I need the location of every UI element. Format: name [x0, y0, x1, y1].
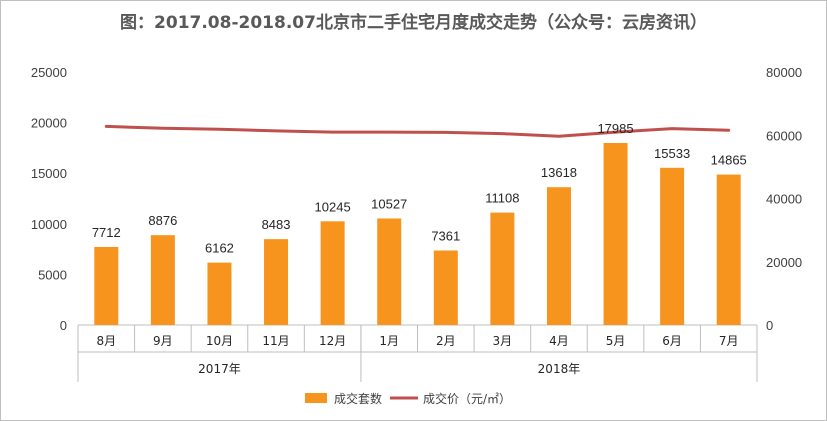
bar-data-label: 11108 [485, 191, 519, 206]
bar-data-label: 15533 [654, 146, 690, 161]
bar-data-label: 10245 [315, 199, 351, 214]
legend-bar-label: 成交套数 [334, 391, 382, 406]
price-line [104, 124, 731, 138]
line-layer [104, 124, 731, 138]
legend-line-label: 成交价（元/㎡） [423, 391, 511, 406]
category-label: 8月 [96, 334, 116, 348]
right-axis-tick-label: 80000 [766, 65, 802, 80]
left-axis-tick-label: 5000 [38, 267, 67, 282]
right-axis-tick-label: 20000 [766, 255, 802, 270]
group-label: 2018年 [538, 362, 581, 376]
bar [320, 221, 345, 325]
bar [264, 239, 289, 325]
group-label: 2017年 [198, 362, 241, 376]
left-axis-tick-label: 25000 [31, 65, 67, 80]
bar [490, 212, 515, 325]
category-label: 11月 [262, 334, 289, 348]
bar-data-label: 7712 [92, 225, 121, 240]
category-label: 3月 [493, 334, 513, 348]
legend: 成交套数 成交价（元/㎡） [305, 391, 511, 406]
labels-layer: 7712 8876 6162 8483 10245 10527 7361 11108 13618… [92, 121, 747, 256]
category-label: 2月 [436, 334, 456, 348]
bar-data-label: 17985 [597, 121, 633, 136]
bar [150, 235, 175, 325]
bars-layer [94, 142, 741, 325]
category-label: 12月 [319, 334, 346, 348]
category-label: 5月 [606, 334, 626, 348]
bar [603, 142, 628, 325]
bar [433, 250, 458, 325]
legend-bar-swatch [305, 393, 327, 403]
bar-data-label: 8483 [262, 217, 291, 232]
bar [94, 246, 119, 325]
chart-title: 图：2017.08-2018.07北京市二手住宅月度成交走势（公众号：云房资讯） [120, 13, 707, 33]
category-label: 6月 [662, 334, 682, 348]
bar [377, 218, 402, 325]
right-axis-tick-label: 40000 [766, 192, 802, 207]
category-label: 9月 [153, 334, 173, 348]
category-label: 4月 [549, 334, 569, 348]
bar-data-label: 13618 [541, 165, 577, 180]
left-axis-tick-label: 0 [60, 318, 67, 333]
right-axis-tick-label: 60000 [766, 128, 802, 143]
left-axis-tick-label: 10000 [31, 217, 67, 232]
category-label: 7月 [719, 334, 739, 348]
category-label: 1月 [379, 334, 399, 348]
left-axis-tick-label: 20000 [31, 116, 67, 131]
bar [716, 174, 741, 325]
bar-data-label: 6162 [205, 241, 234, 256]
bar [546, 187, 571, 325]
bar-data-label: 14865 [711, 153, 747, 168]
axes-layer: 0 5000 10000 15000 20000 25000 0 20000 40000 6000… [31, 65, 802, 382]
bar-data-label: 10527 [371, 196, 407, 211]
bar-data-label: 7361 [431, 229, 460, 244]
bar [207, 262, 232, 325]
right-axis-tick-label: 0 [766, 318, 773, 333]
left-axis-tick-label: 15000 [31, 166, 67, 181]
bar [660, 167, 685, 325]
category-label: 10月 [206, 334, 233, 348]
bar-data-label: 8876 [148, 213, 177, 228]
